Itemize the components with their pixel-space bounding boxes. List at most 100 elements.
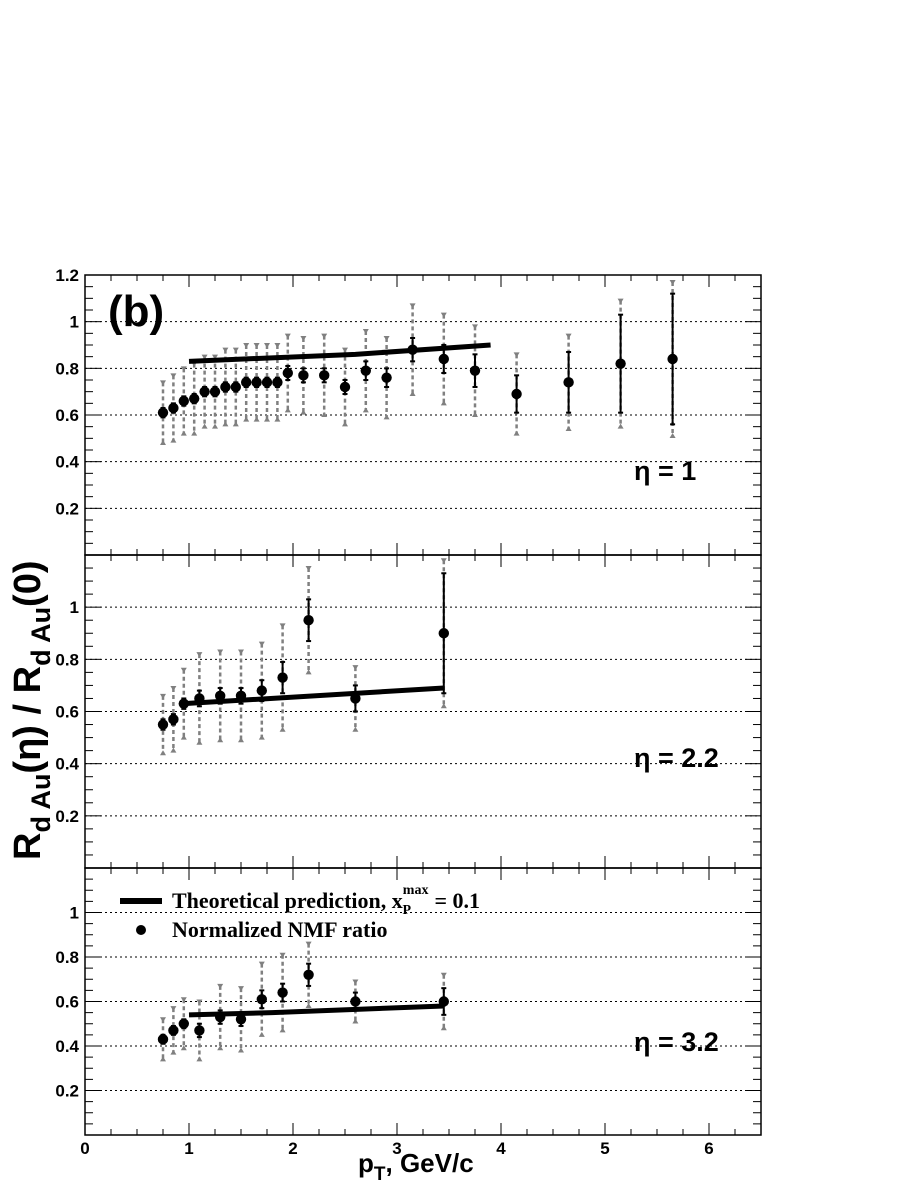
- theory-line: [188, 342, 491, 364]
- data-point: [157, 1034, 169, 1045]
- data-point: [230, 381, 241, 393]
- syst-error-cap: [362, 407, 369, 413]
- syst-error-cap: [180, 734, 187, 740]
- data-point: [241, 377, 252, 388]
- x-axis-title: pT, GeV/c: [358, 1148, 474, 1182]
- syst-error-cap: [264, 416, 270, 422]
- syst-error-cap: [342, 421, 348, 427]
- data-point: [256, 685, 267, 696]
- syst-error-cap: [258, 734, 265, 740]
- syst-error-cap: [238, 1047, 244, 1053]
- x-tick-label: 4: [496, 1139, 506, 1158]
- syst-error-cap: [160, 440, 166, 445]
- data-point: [261, 377, 273, 388]
- data-point: [282, 367, 293, 379]
- syst-error-cap: [305, 1002, 312, 1008]
- syst-error-cap: [212, 354, 218, 360]
- syst-error-cap: [279, 952, 286, 958]
- syst-error-cap: [440, 703, 447, 709]
- syst-error-cap: [258, 961, 265, 967]
- data-point: [615, 358, 626, 369]
- syst-error-cap: [362, 329, 369, 334]
- syst-error-cap: [180, 997, 187, 1003]
- syst-error-cap: [279, 1027, 286, 1033]
- y-title-sub2: d Au: [26, 607, 56, 666]
- y-tick-label: 0.8: [55, 948, 79, 967]
- data-point: [469, 365, 481, 376]
- syst-error-cap: [274, 416, 281, 422]
- data-point: [381, 372, 392, 383]
- syst-error-cap: [565, 426, 572, 431]
- x-title-sub: T: [374, 1164, 386, 1182]
- syst-error-cap: [284, 333, 291, 339]
- data-point: [303, 969, 314, 980]
- x-title-post: , GeV/c: [386, 1148, 474, 1178]
- syst-error-cap: [222, 347, 229, 353]
- syst-error-cap: [160, 1056, 166, 1062]
- syst-error-cap: [409, 303, 416, 309]
- data-point: [339, 381, 351, 393]
- syst-error-cap: [300, 409, 307, 415]
- theory-line: [183, 685, 444, 707]
- syst-error-cap: [513, 352, 520, 358]
- syst-error-cap: [160, 693, 166, 699]
- syst-error-cap: [305, 941, 312, 947]
- syst-error-cap: [170, 437, 177, 443]
- syst-error-cap: [160, 1017, 166, 1023]
- syst-error-cap: [342, 347, 348, 353]
- syst-error-cap: [617, 423, 624, 429]
- syst-error-cap: [253, 416, 260, 422]
- legend-theory-sup: max: [403, 883, 429, 898]
- theory-line: [188, 1003, 444, 1018]
- syst-error-cap: [201, 423, 208, 429]
- syst-error-cap: [243, 343, 250, 348]
- syst-error-cap: [305, 669, 312, 675]
- panels: 0.20.40.60.811.20.20.40.60.810.20.40.60.…: [55, 266, 762, 1158]
- y-tick-label: 0.6: [55, 406, 79, 425]
- data-point: [360, 365, 371, 376]
- y-tick-label: 0.2: [55, 499, 79, 518]
- legend-nmf-label: Normalized NMF ratio: [172, 917, 387, 942]
- syst-error-cap: [472, 412, 478, 417]
- syst-error-cap: [321, 333, 328, 339]
- x-title-p: p: [358, 1148, 374, 1178]
- data-point: [272, 377, 283, 388]
- x-tick-label: 2: [288, 1139, 297, 1158]
- y-tick-label: 0.2: [55, 807, 79, 826]
- syst-error-cap: [222, 421, 229, 427]
- data-point: [438, 353, 449, 365]
- syst-error-cap: [170, 686, 177, 692]
- panel-bottom: 0.2 0.4 0.6 0.8 1 0 1 2 3 4 5 6: [55, 867, 762, 1158]
- syst-error-cap: [617, 298, 624, 304]
- data-point: [189, 393, 200, 404]
- data-point: [209, 386, 221, 397]
- legend: Theoretical prediction, xmax P = 0.1 Norm…: [120, 883, 480, 942]
- data-point: [350, 996, 361, 1007]
- syst-error-cap: [669, 280, 676, 285]
- syst-error-cap: [264, 343, 270, 348]
- data-point: [667, 353, 678, 365]
- syst-error-cap: [274, 343, 281, 348]
- data-point: [563, 377, 574, 388]
- panel-tag: (b): [108, 287, 164, 336]
- syst-error-cap: [232, 347, 239, 353]
- syst-error-cap: [217, 1045, 224, 1051]
- syst-error-cap: [217, 649, 224, 655]
- syst-error-cap: [238, 986, 244, 992]
- data-point: [438, 628, 449, 639]
- syst-error-cap: [180, 430, 187, 436]
- legend-theory-text: Theoretical prediction, x: [172, 888, 403, 913]
- syst-error-cap: [669, 433, 676, 438]
- syst-error-cap: [170, 747, 177, 753]
- syst-error-cap: [440, 312, 447, 318]
- y-tick-label: 1: [70, 598, 79, 617]
- y-title-mid: (η) / R: [7, 666, 49, 774]
- y-tick-label: 0.6: [55, 993, 79, 1012]
- y-title-post: (0): [7, 560, 49, 606]
- syst-error-cap: [440, 972, 447, 978]
- syst-error-cap: [212, 423, 218, 429]
- syst-error-cap: [217, 737, 224, 743]
- syst-error-cap: [180, 366, 187, 372]
- eta-label-top: η = 1: [634, 456, 696, 486]
- syst-error-cap: [253, 343, 260, 348]
